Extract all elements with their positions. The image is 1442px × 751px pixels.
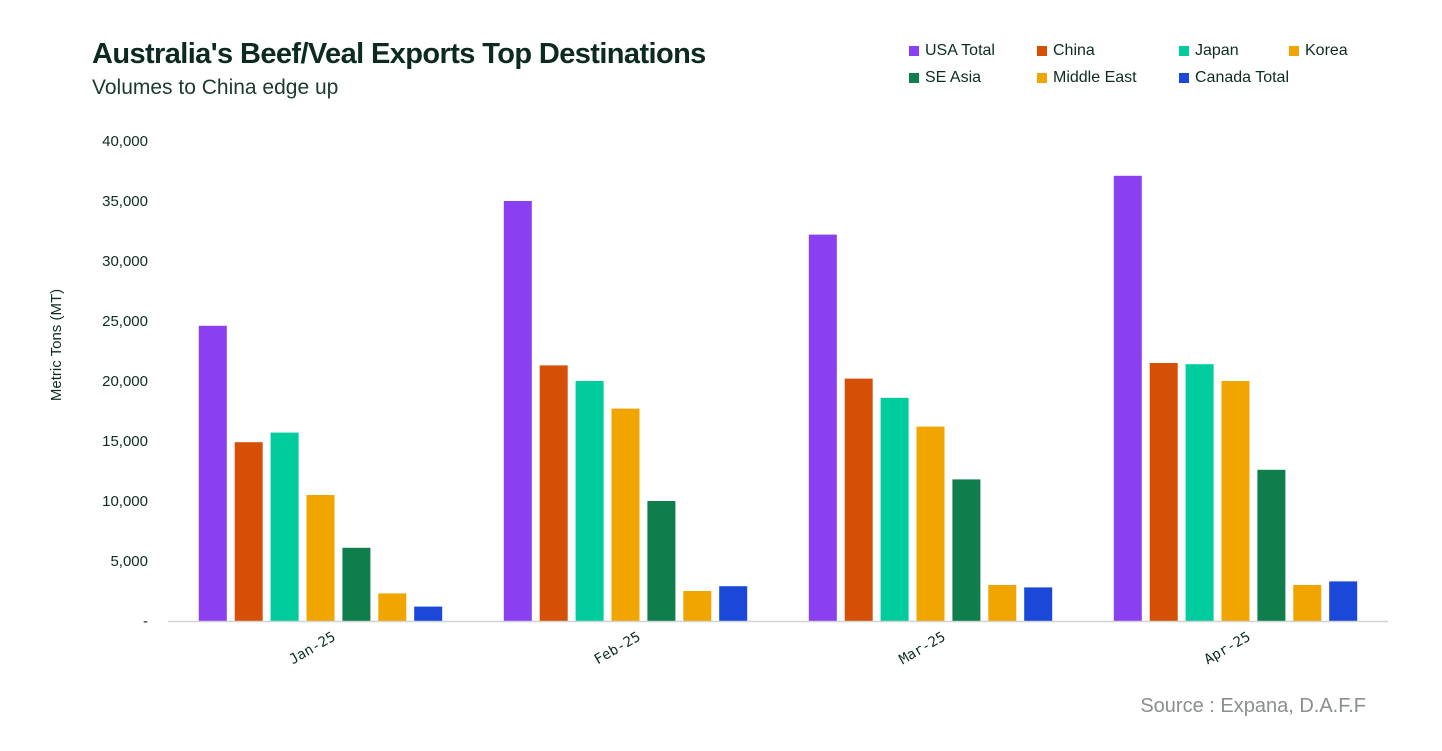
bar-se-asia [647,501,676,621]
bar-china [1149,363,1178,621]
bar-korea [611,408,640,621]
bar-usa-total [808,234,837,621]
y-tick-label: 30,000 [102,253,148,270]
bar-korea [916,426,945,621]
legend-item: Middle East [1037,69,1137,87]
bar-usa-total [1113,175,1142,622]
legend-swatch [1037,46,1047,56]
y-tick-label: 20,000 [102,373,148,390]
legend-label: Korea [1305,42,1348,59]
bar-se-asia [952,479,981,621]
bar-middle-east [988,585,1017,621]
legend-label: USA Total [925,42,995,59]
legend-item: SE Asia [909,69,981,87]
bar-canada-total [1024,587,1053,621]
legend-swatch [1179,46,1189,56]
legend-swatch [909,73,919,83]
legend-item: Japan [1179,42,1239,60]
legend-label: China [1053,42,1095,59]
legend-item: USA Total [909,42,995,60]
chart-title: Australia's Beef/Veal Exports Top Destin… [92,38,706,70]
bar-korea [306,495,335,621]
bar-canada-total [1329,581,1358,621]
x-tick-label: Feb-25 [592,629,644,668]
bar-middle-east [683,591,712,621]
bar-se-asia [1257,469,1286,621]
legend-swatch [1037,73,1047,83]
y-tick-label: - [143,613,148,630]
legend-item: Korea [1289,42,1348,60]
bar-japan [270,432,299,621]
bar-canada-total [719,586,748,621]
y-tick-label: 35,000 [102,193,148,210]
legend-label: Japan [1195,42,1239,59]
bar-usa-total [503,201,532,621]
bar-china [844,378,873,621]
y-tick-label: 10,000 [102,493,148,510]
bar-japan [575,381,604,621]
source-note: Source : Expana, D.A.F.F [1140,695,1366,717]
chart-legend: USA Total China Japan Korea SE Asia Middle Ea… [909,42,1379,102]
y-axis-label: Metric Tons (MT) [48,289,65,401]
legend-label: Middle East [1053,69,1137,86]
legend-swatch [1179,73,1189,83]
chart-subtitle: Volumes to China edge up [92,76,339,99]
bar-japan [880,397,909,621]
bar-china [234,442,263,621]
y-tick-label: 40,000 [102,133,148,150]
legend-label: SE Asia [925,69,982,86]
legend-swatch [1289,46,1299,56]
x-tick-label: Mar-25 [897,629,949,668]
legend-swatch [909,46,919,56]
x-tick-label: Apr-25 [1202,629,1254,668]
bar-se-asia [342,547,371,621]
y-tick-label: 25,000 [102,313,148,330]
bar-japan [1185,364,1214,621]
bar-middle-east [1293,585,1322,621]
legend-item: China [1037,42,1095,60]
x-tick-label: Jan-25 [287,629,339,668]
bar-usa-total [198,325,227,621]
bar-korea [1221,381,1250,621]
legend-item: Canada Total [1179,69,1289,87]
y-tick-label: 15,000 [102,433,148,450]
legend-label: Canada Total [1195,69,1289,86]
y-tick-label: 5,000 [110,553,148,570]
bar-middle-east [378,593,407,621]
bar-china [539,365,568,621]
bar-canada-total [414,606,443,621]
